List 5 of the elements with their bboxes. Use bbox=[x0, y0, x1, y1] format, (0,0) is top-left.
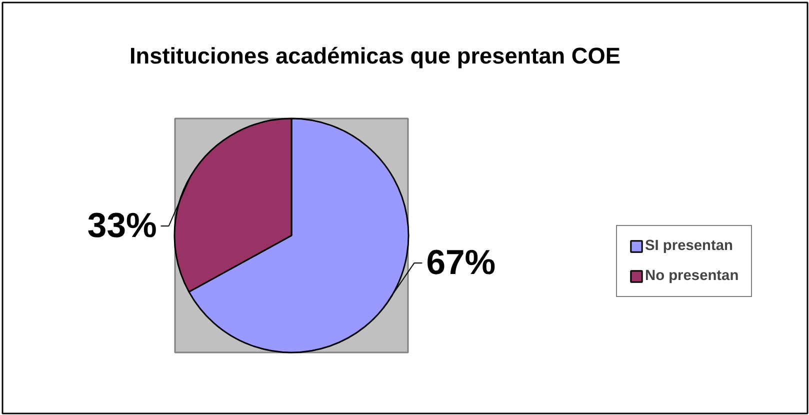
legend-label: No presentan bbox=[645, 268, 739, 284]
legend-label: SI presentan bbox=[645, 238, 733, 254]
data-label: 33% bbox=[87, 206, 157, 245]
chart-title: Instituciones académicas que presentan COE bbox=[129, 42, 621, 68]
data-label: 67% bbox=[426, 244, 496, 282]
